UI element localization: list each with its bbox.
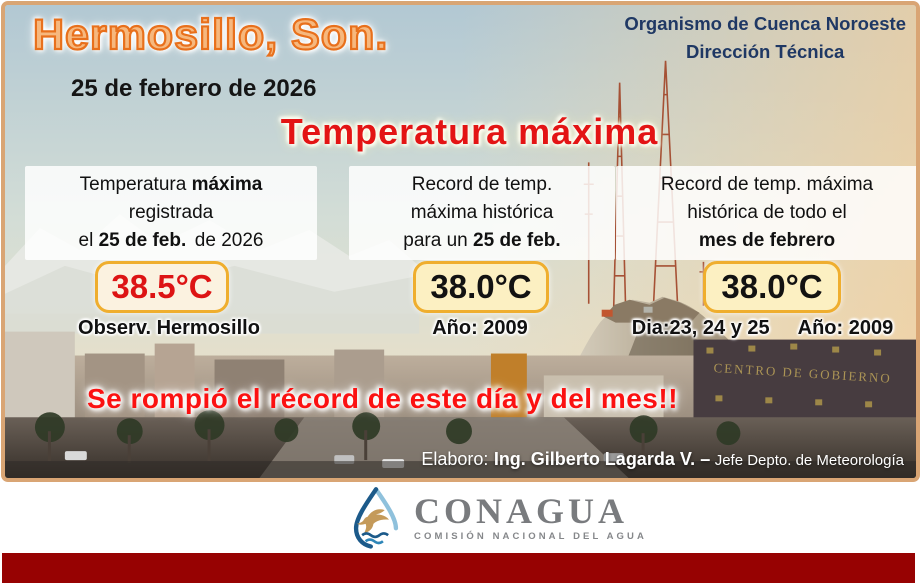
conagua-subtext: COMISIÓN NACIONAL DEL AGUA — [414, 530, 647, 542]
conagua-logo: CONAGUA COMISIÓN NACIONAL DEL AGUA — [350, 485, 647, 549]
temp-value-record-dia: 38.0°C — [413, 261, 549, 313]
panel-record-mes: Record de temp. máxima histórica de todo… — [616, 166, 916, 261]
panel1-line2: registrada — [128, 202, 214, 224]
panel2-line3: para un 25 de feb. — [403, 230, 561, 252]
temp-value-registrada: 38.5°C — [95, 261, 229, 313]
panel-temp-registrada: Temperatura máxima registrada el 25 de f… — [25, 166, 317, 261]
panel3-line2: histórica de todo el — [687, 202, 847, 224]
station-label: Observ. Hermosillo — [78, 317, 260, 339]
panel3-line1: Record de temp. máxima — [660, 174, 874, 195]
footer: CONAGUA COMISIÓN NACIONAL DEL AGUA — [0, 482, 921, 552]
org-line1: Organismo de Cuenca Noroeste — [624, 13, 906, 34]
footer-maroon-bar — [2, 553, 915, 583]
record-days: Dia:23, 24 y 25 — [631, 317, 770, 339]
credit-prefix: Elaboro: — [421, 449, 489, 469]
main-heading: Temperatura máxima — [280, 111, 659, 152]
credit-role: Jefe Depto. de Meteorología — [714, 452, 904, 469]
conagua-logo-text: CONAGUA COMISIÓN NACIONAL DEL AGUA — [414, 493, 647, 542]
org-line2: Dirección Técnica — [685, 40, 845, 62]
city-title: Hermosillo, Son. — [32, 10, 389, 60]
panel1-line3: el 25 de feb. de 2026 — [78, 230, 264, 252]
report-date: 25 de febrero de 2026 — [71, 75, 317, 102]
conagua-drop-icon — [353, 487, 399, 549]
photo-frame: CENTRO DE GOBIERNO — [1, 1, 920, 482]
panel2-line1: Record de temp. — [411, 174, 553, 195]
conagua-wordmark: CONAGUA — [414, 490, 629, 531]
credit-line: Elaboro: Ing. Gilberto Lagarda V. – Jefe D… — [421, 449, 904, 470]
record-year-label: Año: 2009 — [432, 317, 528, 339]
panel2-line2: máxima histórica — [410, 202, 554, 224]
centro-de-gobierno-building: CENTRO DE GOBIERNO — [693, 339, 916, 422]
panel3-line3: mes de febrero — [698, 230, 836, 252]
org-block: Organismo de Cuenca Noroeste Dirección T… — [624, 10, 906, 66]
panel1-line1: Temperatura máxima — [79, 174, 263, 195]
record-year: Año: 2009 — [797, 317, 894, 339]
credit-name: Ing. Gilberto Lagarda V. – — [493, 449, 711, 469]
temp-value-record-mes: 38.0°C — [703, 261, 841, 313]
record-broken-announcement: Se rompió el récord de este día y del me… — [87, 383, 679, 414]
record-days-year-label: Dia:23, 24 y 25 Año: 2009 — [610, 317, 915, 340]
panel-record-dia: Record de temp. máxima histórica para un… — [349, 166, 615, 261]
